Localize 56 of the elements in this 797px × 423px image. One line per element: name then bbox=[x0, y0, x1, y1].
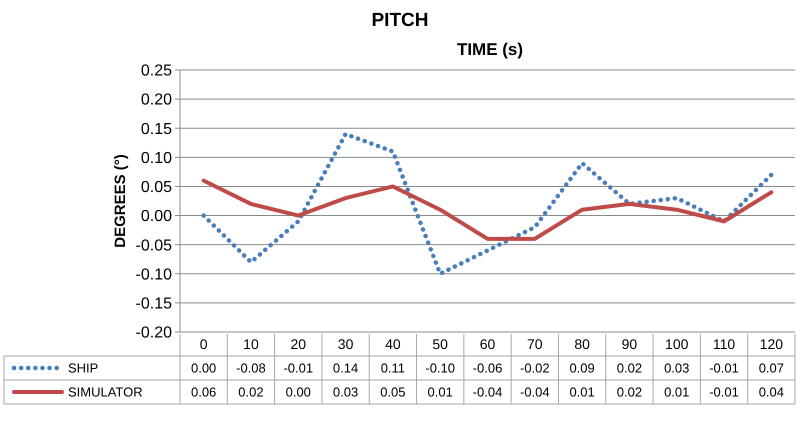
data-label: 0.09 bbox=[569, 360, 595, 376]
data-label: 0.01 bbox=[569, 384, 595, 400]
data-label: 0.11 bbox=[380, 360, 406, 376]
data-label: 0.01 bbox=[428, 384, 453, 400]
x-tick-label: 10 bbox=[243, 336, 259, 352]
line-series bbox=[202, 178, 774, 241]
data-label: -0.06 bbox=[472, 360, 502, 376]
data-label: -0.01 bbox=[283, 360, 314, 376]
data-label: 0.02 bbox=[616, 384, 642, 400]
data-label: -0.04 bbox=[520, 384, 550, 400]
y-tick-label: -0.15 bbox=[136, 295, 172, 312]
y-tick-label: 0.20 bbox=[140, 92, 172, 109]
y-tick-label: 0.10 bbox=[140, 150, 172, 167]
y-axis-title: DEGREES (°) bbox=[112, 154, 129, 248]
y-tick-label: 0.00 bbox=[140, 208, 172, 226]
x-tick-label: 100 bbox=[665, 336, 689, 352]
data-label: 0.02 bbox=[238, 384, 264, 400]
y-tick-label: -0.20 bbox=[136, 324, 172, 342]
data-label: -0.08 bbox=[236, 360, 266, 376]
chart-title: PITCH bbox=[372, 10, 428, 31]
x-tick-label: 30 bbox=[338, 336, 354, 352]
x-tick-label: 120 bbox=[760, 336, 784, 352]
y-tick-label: -0.05 bbox=[136, 237, 172, 254]
data-label: -0.02 bbox=[520, 360, 550, 376]
data-label: -0.04 bbox=[472, 384, 502, 400]
legend-label: SHIP bbox=[68, 360, 98, 376]
data-label: -0.01 bbox=[709, 360, 739, 376]
data-label: 0.05 bbox=[380, 384, 406, 400]
y-tick-label: 0.05 bbox=[140, 179, 172, 196]
x-tick-label: 70 bbox=[527, 336, 543, 352]
y-tick-label: 0.15 bbox=[140, 120, 172, 138]
x-tick-label: 0 bbox=[200, 336, 208, 352]
x-tick-label: 60 bbox=[480, 336, 496, 352]
data-label: 0.00 bbox=[286, 384, 311, 400]
data-label: -0.10 bbox=[425, 360, 456, 376]
data-label: 0.07 bbox=[758, 360, 784, 376]
data-label: 0.14 bbox=[332, 360, 358, 376]
x-tick-label: 110 bbox=[712, 336, 736, 352]
x-tick-label: 90 bbox=[622, 336, 638, 352]
data-label: -0.01 bbox=[709, 384, 739, 400]
legend-label: SIMULATOR bbox=[68, 384, 143, 400]
x-tick-label: 20 bbox=[290, 336, 306, 352]
data-label: 0.04 bbox=[758, 384, 784, 400]
line-series bbox=[201, 132, 774, 276]
data-label: 0.03 bbox=[332, 384, 358, 400]
data-label: 0.03 bbox=[664, 360, 690, 376]
data-label: 0.00 bbox=[191, 360, 216, 376]
x-tick-label: 50 bbox=[432, 336, 448, 352]
x-axis-title: TIME (s) bbox=[456, 40, 524, 59]
x-tick-label: 40 bbox=[385, 336, 401, 352]
y-tick-label: -0.10 bbox=[136, 266, 172, 284]
y-tick-label: 0.25 bbox=[140, 62, 172, 80]
data-label: 0.02 bbox=[616, 360, 642, 376]
data-label: 0.06 bbox=[191, 384, 216, 400]
data-label: 0.01 bbox=[664, 384, 690, 400]
x-tick-label: 80 bbox=[574, 336, 590, 352]
